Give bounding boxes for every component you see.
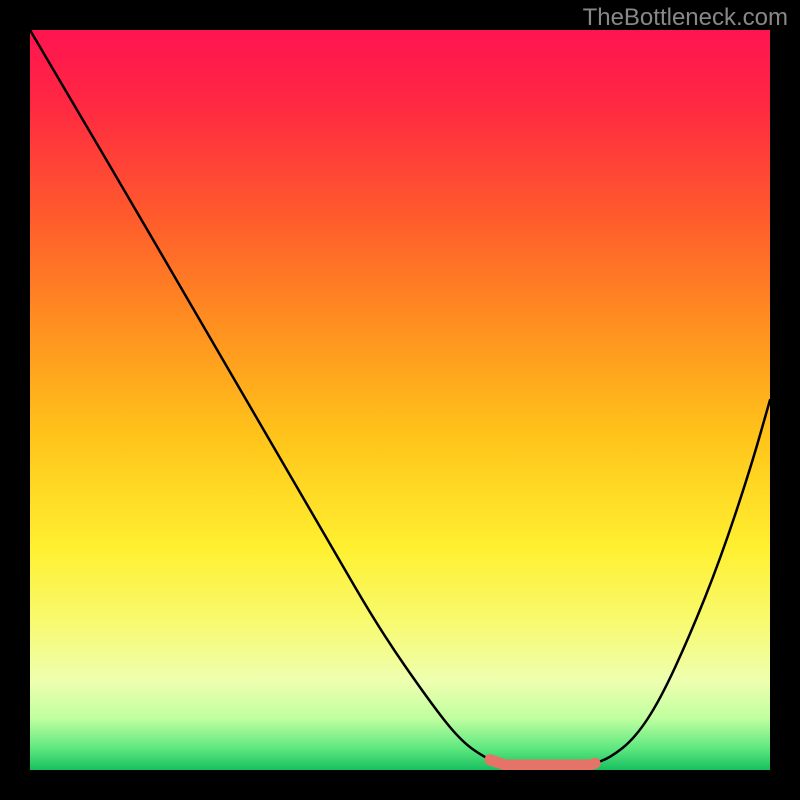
watermark-text: TheBottleneck.com — [583, 4, 788, 32]
curve-layer — [30, 30, 770, 770]
bottleneck-curve — [30, 30, 770, 765]
optimal-zone-marker — [490, 760, 595, 765]
chart-container: TheBottleneck.com — [0, 0, 800, 800]
plot-area — [30, 30, 770, 770]
